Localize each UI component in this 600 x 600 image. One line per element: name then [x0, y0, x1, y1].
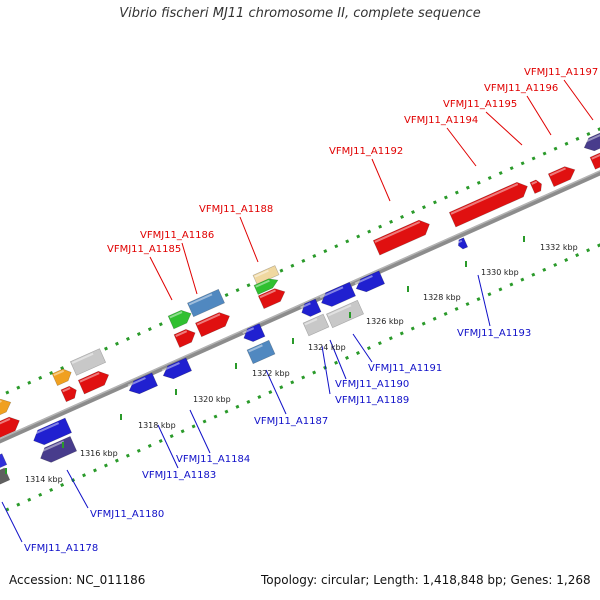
- sequence-backbone: [0, 170, 600, 444]
- reverse-gene-label: VFMJ11_A1187: [254, 416, 328, 427]
- tick-label: 1318 kbp: [138, 421, 176, 430]
- reverse-gene-label: VFMJ11_A1183: [142, 470, 216, 481]
- tick-label: 1330 kbp: [481, 268, 519, 277]
- backbone-highlight: [0, 170, 600, 440]
- scale-ticks: 1314 kbp 1316 kbp 1318 kbp 1320 kbp 1322 kbp…: [5, 236, 578, 484]
- gene-red-9: [529, 179, 542, 194]
- forward-leader-line: [446, 127, 477, 167]
- tick-label: 1324 kbp: [308, 343, 346, 352]
- forward-gene-label: VFMJ11_A1186: [140, 230, 214, 241]
- gene-red-6: [257, 288, 286, 310]
- tick-label: 1322 kbp: [252, 369, 290, 378]
- reverse-leader-line: [265, 369, 287, 415]
- forward-leader-line: [371, 158, 391, 202]
- gene-red-7: [372, 219, 430, 256]
- gene-features: [0, 129, 600, 486]
- forward-leader-line: [563, 79, 594, 121]
- forward-leader-line: [485, 111, 523, 146]
- forward-gene-label: VFMJ11_A1195: [443, 99, 517, 110]
- tick-label: 1332 kbp: [540, 243, 578, 252]
- gene-beige-1: [252, 265, 280, 285]
- reverse-gene-label: VFMJ11_A1180: [90, 509, 164, 520]
- reverse-leader-line: [157, 424, 179, 469]
- gene-gray-4: [326, 299, 364, 329]
- gene-blue-3: [127, 372, 159, 395]
- reverse-gene-label: VFMJ11_A1178: [24, 543, 98, 554]
- reverse-gene-label: VFMJ11_A1189: [335, 395, 409, 406]
- gene-blue-1: [0, 453, 8, 469]
- forward-gene-label: VFMJ11_A1194: [404, 115, 478, 126]
- gene-steelblue-1: [187, 288, 225, 318]
- gene-green-2: [253, 278, 279, 295]
- gene-blue-8: [354, 270, 386, 293]
- gene-red-1: [0, 416, 20, 443]
- gene-red-4: [173, 329, 196, 348]
- gene-red-11: [589, 152, 600, 170]
- reverse-leader-line: [477, 274, 491, 327]
- reverse-leader-line: [352, 333, 373, 363]
- tick-label: 1326 kbp: [366, 317, 404, 326]
- reverse-leader-line: [1, 501, 23, 543]
- gene-gray-2: [69, 348, 107, 376]
- forward-gene-label: VFMJ11_A1185: [107, 244, 181, 255]
- gene-red-5: [195, 312, 230, 338]
- gene-gray-3: [302, 313, 330, 337]
- gene-steelblue-2: [246, 339, 276, 365]
- forward-leader-line: [239, 216, 259, 263]
- gene-blue-4: [161, 357, 193, 380]
- forward-gene-label: VFMJ11_A1188: [199, 204, 273, 215]
- reverse-leader-line: [189, 409, 211, 454]
- gene-labels: VFMJ11_A1185 VFMJ11_A1186 VFMJ11_A1188 VFMJ…: [24, 67, 598, 554]
- reverse-leader-line: [66, 469, 89, 509]
- gene-blue-tiny: [457, 237, 469, 250]
- gene-red-2: [60, 385, 77, 403]
- gene-blue-2: [31, 417, 73, 446]
- tick-label: 1320 kbp: [193, 395, 231, 404]
- gene-blue-6: [300, 298, 322, 317]
- tick-label: 1328 kbp: [423, 293, 461, 302]
- gene-blue-5: [242, 323, 266, 342]
- gene-purple-2: [582, 129, 600, 152]
- accession-text: Accession: NC_011186: [9, 573, 146, 587]
- label-leaders: [1, 79, 594, 543]
- gene-orange-2: [51, 368, 72, 386]
- tick-label: 1316 kbp: [80, 449, 118, 458]
- gene-orange-1: [0, 398, 12, 421]
- reverse-leader-line: [329, 339, 347, 380]
- forward-gene-label: VFMJ11_A1196: [484, 83, 558, 94]
- reverse-gene-label: VFMJ11_A1190: [335, 379, 409, 390]
- topology-summary: Topology: circular; Length: 1,418,848 bp…: [261, 573, 591, 587]
- gene-red-3: [77, 370, 110, 395]
- gene-green-1: [167, 309, 192, 330]
- map-title: Vibrio fischeri MJ11 chromosome II, comp…: [119, 6, 481, 21]
- backbone-line: [0, 170, 600, 444]
- forward-gene-label: VFMJ11_A1192: [329, 146, 403, 157]
- tick-label: 1314 kbp: [25, 475, 63, 484]
- gene-blue-7: [319, 281, 356, 307]
- reverse-gene-label: VFMJ11_A1193: [457, 328, 531, 339]
- reverse-leader-line: [321, 345, 331, 395]
- forward-leader-line: [181, 242, 198, 295]
- genome-map: 1314 kbp 1316 kbp 1318 kbp 1320 kbp 1322 kbp…: [0, 67, 600, 554]
- forward-leader-line: [149, 256, 173, 301]
- gene-red-8: [448, 181, 528, 228]
- forward-gene-label: VFMJ11_A1197: [524, 67, 598, 78]
- forward-leader-line: [526, 95, 552, 136]
- gene-gray-1: [0, 467, 11, 486]
- gene-red-10: [547, 166, 576, 188]
- reverse-gene-label: VFMJ11_A1184: [176, 454, 250, 465]
- reverse-gene-label: VFMJ11_A1191: [368, 363, 442, 374]
- gene-purple-1: [38, 435, 78, 463]
